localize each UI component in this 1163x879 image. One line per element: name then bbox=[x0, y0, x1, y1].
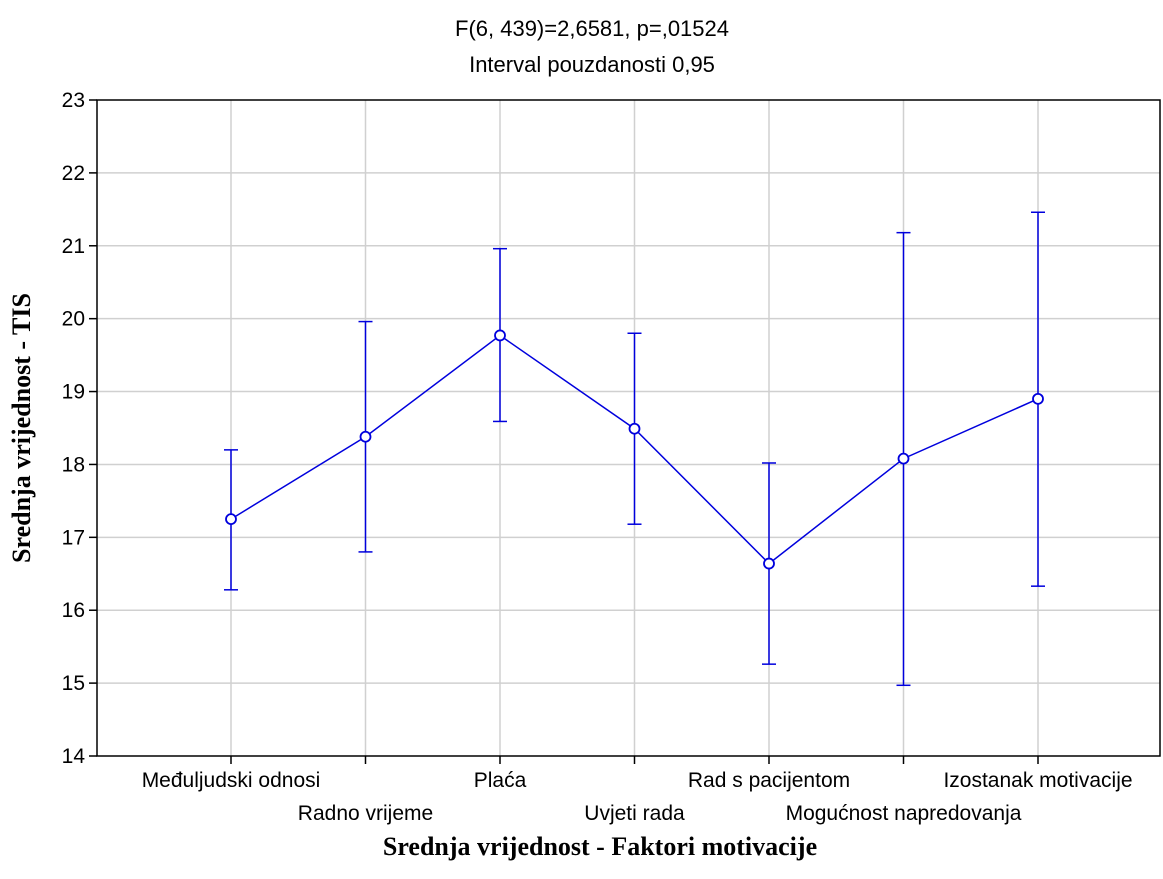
y-tick-label: 20 bbox=[62, 308, 85, 331]
data-point bbox=[494, 329, 506, 342]
data-point bbox=[628, 422, 641, 435]
data-point bbox=[225, 513, 237, 526]
y-axis: 14 15 16 17 18 19 20 21 22 23 bbox=[62, 89, 97, 768]
x-tick-label: Rad s pacijentom bbox=[688, 769, 850, 792]
grid-lines bbox=[97, 100, 1160, 756]
y-tick-label: 18 bbox=[62, 453, 85, 476]
x-tick-label: Plaća bbox=[474, 769, 527, 792]
plot-frame bbox=[96, 99, 1161, 757]
x-tick-label: Uvjeti rada bbox=[584, 802, 685, 825]
data-point bbox=[763, 557, 775, 570]
x-tick-label: Radno vrijeme bbox=[298, 802, 433, 825]
chart-title: F(6, 439)=2,6581, p=,01524 bbox=[455, 16, 729, 41]
y-tick-label: 17 bbox=[62, 526, 85, 549]
y-tick-label: 21 bbox=[62, 235, 85, 258]
data-point bbox=[897, 452, 910, 465]
x-axis-title: Srednja vrijednost - Faktori motivacije bbox=[383, 832, 817, 861]
data-point bbox=[1032, 392, 1044, 405]
y-tick-label: 15 bbox=[62, 672, 85, 695]
series-means bbox=[224, 211, 1045, 687]
y-tick-label: 23 bbox=[62, 89, 85, 112]
y-tick-label: 16 bbox=[62, 599, 85, 622]
x-tick-label: Međuljudski odnosi bbox=[142, 769, 321, 792]
x-axis: Međuljudski odnosi Radno vrijeme Plaća Uvje… bbox=[142, 756, 1133, 825]
chart-subtitle: Interval pouzdanosti 0,95 bbox=[469, 52, 715, 77]
y-tick-label: 22 bbox=[62, 162, 85, 185]
y-axis-title: Srednja vrijednost - TIS bbox=[7, 293, 36, 563]
y-tick-label: 14 bbox=[62, 745, 86, 768]
x-tick-label: Izostanak motivacije bbox=[943, 769, 1132, 792]
x-tick-label: Mogućnost napredovanja bbox=[786, 802, 1022, 825]
y-tick-label: 19 bbox=[62, 381, 85, 404]
data-point bbox=[359, 430, 372, 443]
